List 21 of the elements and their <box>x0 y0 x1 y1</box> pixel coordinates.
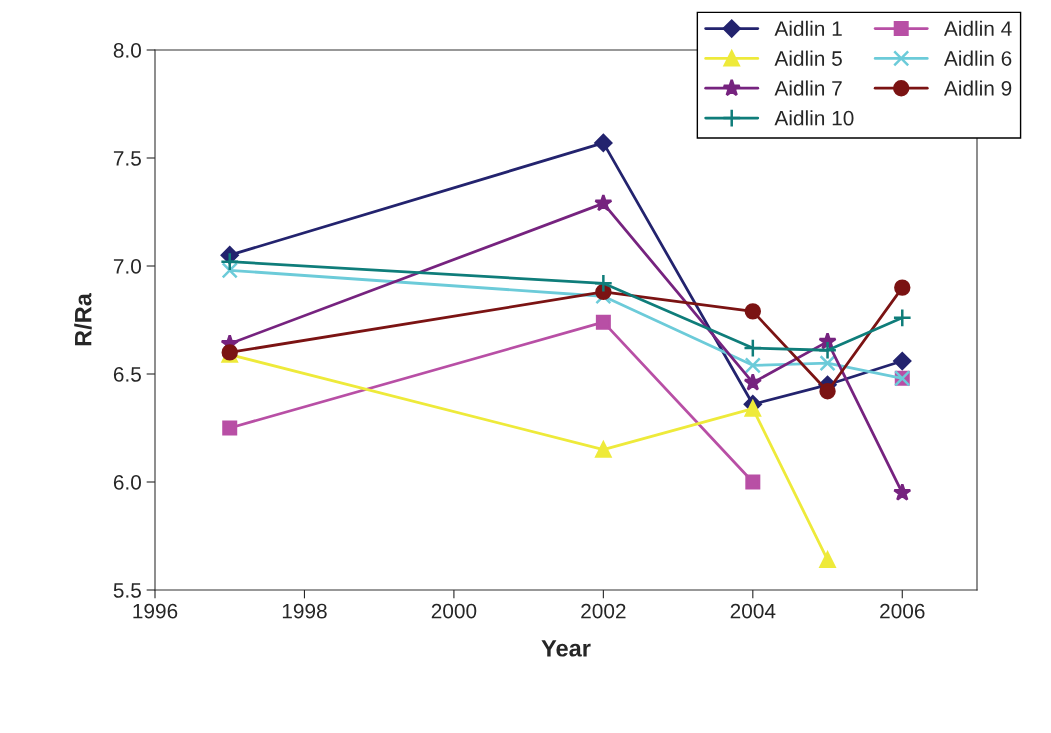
y-tick-label: 6.5 <box>113 367 141 382</box>
x-axis-title: Year <box>541 640 591 657</box>
legend-label: Aidlin 5 <box>774 50 842 66</box>
x-tick-label: 2000 <box>431 603 477 619</box>
y-tick-label: 7.5 <box>113 151 141 166</box>
y-tick-label: 7.0 <box>113 259 141 274</box>
legend-label: Aidlin 4 <box>943 20 1012 37</box>
legend-label: Aidlin 10 <box>774 110 854 126</box>
y-tick-label: 6.0 <box>113 475 141 490</box>
y-axis-title: R/Ra <box>74 292 92 346</box>
x-tick-label: 1996 <box>133 603 178 619</box>
x-tick-label: 2004 <box>730 603 776 619</box>
y-tick-label: 5.5 <box>113 583 141 598</box>
legend-label: Aidlin 9 <box>943 80 1012 96</box>
x-tick-label: 2006 <box>880 603 925 619</box>
legend-label: Aidlin 1 <box>774 20 842 37</box>
x-tick-label: 1998 <box>282 603 327 619</box>
y-tick-label: 8.0 <box>113 43 141 58</box>
legend-label: Aidlin 6 <box>943 50 1012 66</box>
x-tick-label: 2002 <box>581 603 626 619</box>
legend-label: Aidlin 7 <box>774 80 842 96</box>
